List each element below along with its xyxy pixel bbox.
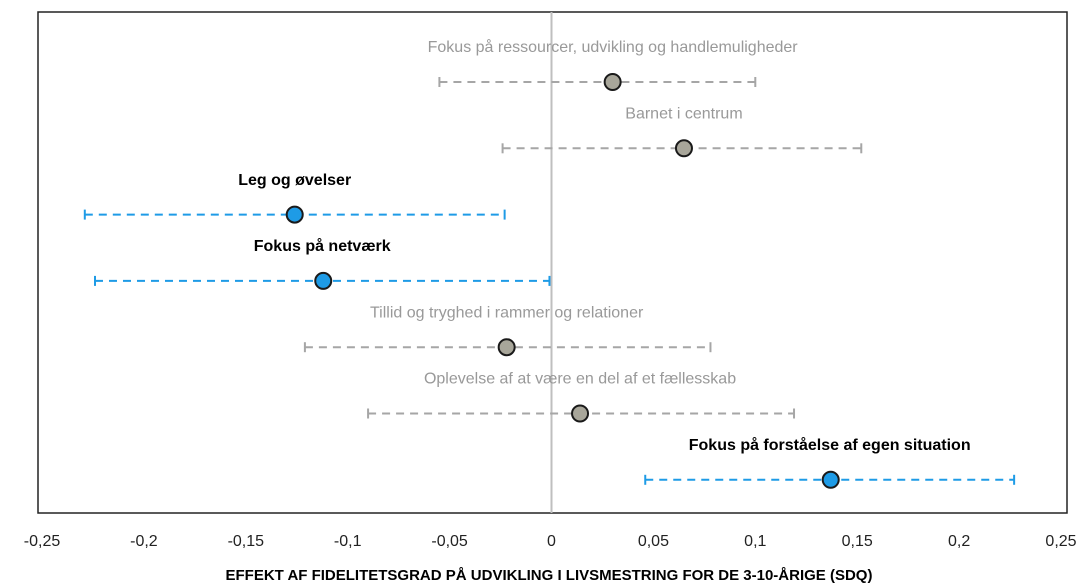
item-label: Barnet i centrum [625,106,742,123]
item-label: Leg og øvelser [238,172,351,189]
x-tick-label: -0,1 [334,533,362,550]
x-tick-label: -0,25 [24,533,61,550]
x-tick-label: -0,15 [228,533,265,550]
point [314,271,333,290]
x-tick-label: 0,1 [744,533,766,550]
x-tick-label: 0,25 [1045,533,1076,550]
item-label: Oplevelse af at være en del af et fælles… [424,371,736,388]
point [497,338,516,357]
item-label: Tillid og tryghed i rammer og relationer [370,304,644,321]
x-tick-label: 0,15 [842,533,873,550]
point [571,404,590,423]
item-label: Fokus på forståelse af egen situation [689,436,971,454]
point [821,470,840,489]
x-tick-label: 0,05 [638,533,669,550]
x-tick-label: 0 [547,533,556,550]
item-label: Fokus på ressourcer, udvikling og handle… [428,38,799,56]
item-label: Fokus på netværk [254,237,391,255]
x-tick-label: 0,2 [948,533,970,550]
point [285,205,304,224]
point [603,73,622,91]
x-axis-label: EFFEKT AF FIDELITETSGRAD PÅ UDVIKLING I … [226,567,873,584]
point [674,139,693,158]
x-tick-label: -0,05 [431,533,468,550]
x-tick-label: -0,2 [130,533,158,550]
